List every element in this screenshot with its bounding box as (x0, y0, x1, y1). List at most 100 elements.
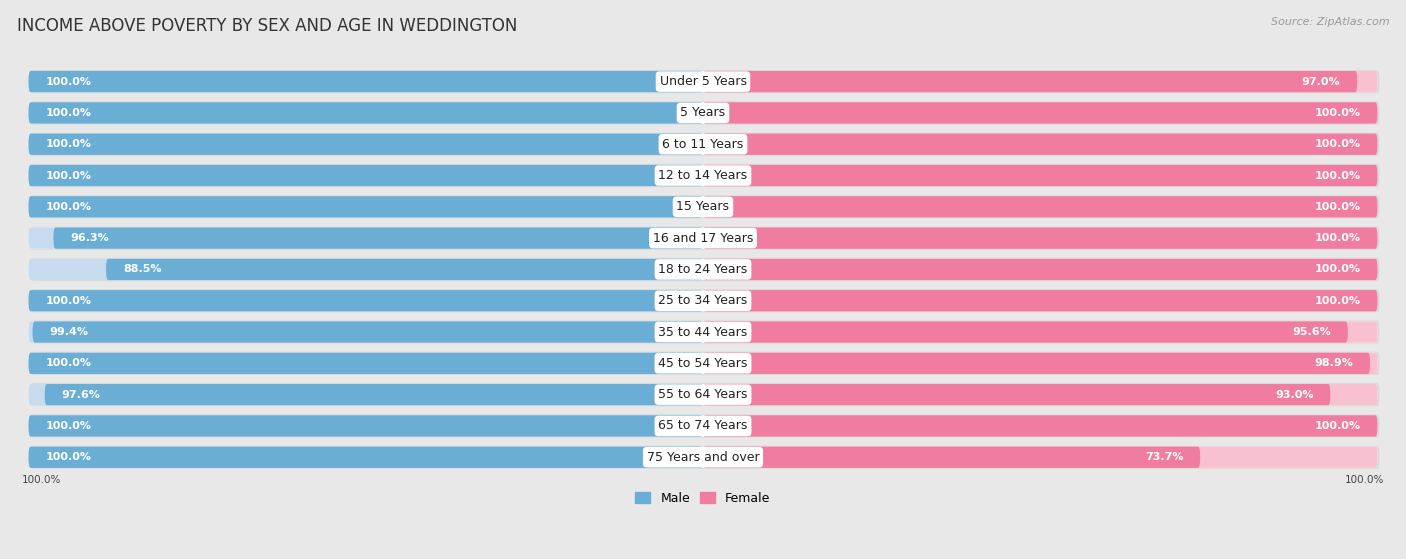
FancyBboxPatch shape (703, 415, 1378, 437)
Text: 100.0%: 100.0% (1315, 170, 1361, 181)
Text: INCOME ABOVE POVERTY BY SEX AND AGE IN WEDDINGTON: INCOME ABOVE POVERTY BY SEX AND AGE IN W… (17, 17, 517, 35)
FancyBboxPatch shape (28, 415, 703, 437)
FancyBboxPatch shape (703, 384, 1330, 405)
FancyBboxPatch shape (28, 102, 703, 124)
FancyBboxPatch shape (31, 70, 1379, 93)
FancyBboxPatch shape (28, 447, 703, 468)
FancyBboxPatch shape (28, 102, 703, 124)
FancyBboxPatch shape (31, 352, 1379, 375)
FancyBboxPatch shape (31, 101, 1379, 125)
FancyBboxPatch shape (703, 196, 1378, 217)
Text: 100.0%: 100.0% (45, 170, 91, 181)
FancyBboxPatch shape (703, 228, 1378, 249)
FancyBboxPatch shape (28, 134, 703, 155)
Legend: Male, Female: Male, Female (630, 487, 776, 510)
Text: 6 to 11 Years: 6 to 11 Years (662, 138, 744, 151)
FancyBboxPatch shape (31, 383, 1379, 406)
FancyBboxPatch shape (703, 259, 1378, 280)
FancyBboxPatch shape (703, 415, 1378, 437)
FancyBboxPatch shape (31, 258, 1379, 281)
Text: 12 to 14 Years: 12 to 14 Years (658, 169, 748, 182)
Text: 99.4%: 99.4% (49, 327, 89, 337)
FancyBboxPatch shape (703, 102, 1378, 124)
Text: 100.0%: 100.0% (45, 108, 91, 118)
FancyBboxPatch shape (28, 447, 703, 468)
FancyBboxPatch shape (31, 226, 1379, 250)
FancyBboxPatch shape (703, 134, 1378, 155)
Text: 73.7%: 73.7% (1144, 452, 1184, 462)
FancyBboxPatch shape (28, 384, 703, 405)
FancyBboxPatch shape (28, 165, 1378, 186)
FancyBboxPatch shape (28, 321, 1378, 343)
Text: 100.0%: 100.0% (21, 475, 60, 485)
FancyBboxPatch shape (28, 353, 1378, 374)
FancyBboxPatch shape (703, 290, 1378, 311)
FancyBboxPatch shape (28, 134, 703, 155)
FancyBboxPatch shape (28, 165, 703, 186)
FancyBboxPatch shape (45, 384, 703, 405)
FancyBboxPatch shape (703, 353, 1369, 374)
FancyBboxPatch shape (703, 447, 1201, 468)
FancyBboxPatch shape (28, 321, 703, 343)
FancyBboxPatch shape (28, 196, 1378, 217)
Text: Source: ZipAtlas.com: Source: ZipAtlas.com (1271, 17, 1389, 27)
Text: 100.0%: 100.0% (1315, 264, 1361, 274)
Text: 97.0%: 97.0% (1302, 77, 1340, 87)
FancyBboxPatch shape (28, 290, 1378, 311)
FancyBboxPatch shape (703, 321, 1348, 343)
FancyBboxPatch shape (28, 259, 1378, 280)
Text: 88.5%: 88.5% (122, 264, 162, 274)
FancyBboxPatch shape (31, 164, 1379, 187)
Text: 100.0%: 100.0% (1315, 139, 1361, 149)
FancyBboxPatch shape (31, 320, 1379, 344)
Text: 93.0%: 93.0% (1275, 390, 1313, 400)
Text: 55 to 64 Years: 55 to 64 Years (658, 388, 748, 401)
FancyBboxPatch shape (28, 228, 703, 249)
Text: 15 Years: 15 Years (676, 200, 730, 214)
FancyBboxPatch shape (53, 228, 703, 249)
FancyBboxPatch shape (31, 446, 1379, 469)
FancyBboxPatch shape (28, 228, 1378, 249)
Text: 100.0%: 100.0% (45, 296, 91, 306)
Text: 100.0%: 100.0% (45, 358, 91, 368)
FancyBboxPatch shape (703, 228, 1378, 249)
Text: 5 Years: 5 Years (681, 106, 725, 120)
FancyBboxPatch shape (28, 384, 1378, 405)
FancyBboxPatch shape (28, 259, 703, 280)
FancyBboxPatch shape (703, 71, 1378, 92)
Text: 96.3%: 96.3% (70, 233, 110, 243)
Text: 100.0%: 100.0% (1315, 421, 1361, 431)
FancyBboxPatch shape (28, 102, 1378, 124)
Text: 100.0%: 100.0% (45, 421, 91, 431)
FancyBboxPatch shape (31, 414, 1379, 438)
FancyBboxPatch shape (703, 353, 1378, 374)
FancyBboxPatch shape (28, 290, 703, 311)
FancyBboxPatch shape (28, 196, 703, 217)
FancyBboxPatch shape (703, 134, 1378, 155)
FancyBboxPatch shape (28, 415, 1378, 437)
FancyBboxPatch shape (28, 415, 703, 437)
FancyBboxPatch shape (703, 71, 1357, 92)
FancyBboxPatch shape (28, 71, 703, 92)
FancyBboxPatch shape (28, 447, 1378, 468)
FancyBboxPatch shape (28, 165, 703, 186)
FancyBboxPatch shape (703, 384, 1378, 405)
Text: 100.0%: 100.0% (1315, 296, 1361, 306)
FancyBboxPatch shape (703, 321, 1378, 343)
Text: 100.0%: 100.0% (1315, 233, 1361, 243)
Text: 100.0%: 100.0% (45, 77, 91, 87)
FancyBboxPatch shape (31, 195, 1379, 219)
Text: Under 5 Years: Under 5 Years (659, 75, 747, 88)
FancyBboxPatch shape (31, 132, 1379, 156)
FancyBboxPatch shape (28, 134, 1378, 155)
Text: 98.9%: 98.9% (1315, 358, 1353, 368)
Text: 75 Years and over: 75 Years and over (647, 451, 759, 464)
FancyBboxPatch shape (703, 165, 1378, 186)
FancyBboxPatch shape (105, 259, 703, 280)
FancyBboxPatch shape (32, 321, 703, 343)
FancyBboxPatch shape (703, 447, 1378, 468)
FancyBboxPatch shape (703, 196, 1378, 217)
FancyBboxPatch shape (703, 290, 1378, 311)
Text: 35 to 44 Years: 35 to 44 Years (658, 325, 748, 339)
FancyBboxPatch shape (703, 102, 1378, 124)
